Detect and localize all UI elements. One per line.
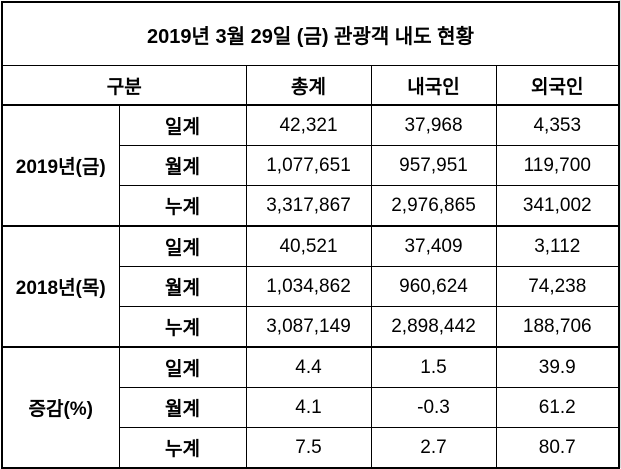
row-label: 누계 xyxy=(118,185,247,227)
value-cell: 4,353 xyxy=(495,104,620,146)
value-cell: 341,002 xyxy=(495,185,620,227)
value-cell: 188,706 xyxy=(495,306,620,348)
header-cell: 총계 xyxy=(245,65,372,106)
data-row: 증감(%) 일계 4.4 1.5 39.9 xyxy=(1,346,620,469)
row-label: 일계 xyxy=(118,225,247,267)
value-cell: 2,976,865 xyxy=(370,185,497,227)
value-cell: -0.3 xyxy=(370,387,497,428)
value-cell: 119,700 xyxy=(495,145,620,186)
value-cell: 1.5 xyxy=(370,346,497,388)
row-label: 월계 xyxy=(118,145,247,186)
data-row: 2018년(목) 일계 40,521 37,409 3,112 xyxy=(1,225,620,348)
group-label: 2018년(목) xyxy=(1,225,120,348)
header-cell: 내국인 xyxy=(370,65,497,106)
row-label: 일계 xyxy=(118,346,247,388)
row-label: 월계 xyxy=(118,266,247,307)
value-cell: 2,898,442 xyxy=(370,306,497,348)
header-row: 구분 총계 내국인 외국인 xyxy=(1,65,620,106)
header-cell: 구분 xyxy=(1,65,247,106)
value-cell: 4.1 xyxy=(245,387,372,428)
data-row: 누계 3,317,867 2,976,865 341,002 xyxy=(2,185,620,227)
data-row: 월계 1,034,862 960,624 74,238 xyxy=(2,266,620,307)
value-cell: 960,624 xyxy=(370,266,497,307)
group-label: 증감(%) xyxy=(1,346,120,469)
value-cell: 2.7 xyxy=(370,427,497,469)
title: 2019년 3월 29일 (금) 관광객 내도 현황 xyxy=(1,1,620,66)
value-cell: 37,968 xyxy=(370,104,497,146)
value-cell: 3,112 xyxy=(495,225,620,267)
value-cell: 3,317,867 xyxy=(245,185,372,227)
title-row: 2019년 3월 29일 (금) 관광객 내도 현황 xyxy=(1,1,620,66)
value-cell: 61.2 xyxy=(495,387,620,428)
value-cell: 7.5 xyxy=(245,427,372,469)
group-label: 2019년(금) xyxy=(1,104,120,227)
value-cell: 74,238 xyxy=(495,266,620,307)
value-cell: 39.9 xyxy=(495,346,620,388)
row-label: 누계 xyxy=(118,306,247,348)
row-label: 일계 xyxy=(118,104,247,146)
row-label: 누계 xyxy=(118,427,247,469)
value-cell: 4.4 xyxy=(245,346,372,388)
value-cell: 42,321 xyxy=(245,104,372,146)
data-row: 월계 1,077,651 957,951 119,700 xyxy=(2,145,620,186)
value-cell: 3,087,149 xyxy=(245,306,372,348)
value-cell: 1,034,862 xyxy=(245,266,372,307)
data-row: 2019년(금) 일계 42,321 37,968 4,353 xyxy=(1,104,620,227)
value-cell: 1,077,651 xyxy=(245,145,372,186)
value-cell: 957,951 xyxy=(370,145,497,186)
value-cell: 40,521 xyxy=(245,225,372,267)
header-cell: 외국인 xyxy=(495,65,620,106)
value-cell: 80.7 xyxy=(495,427,620,469)
data-row: 월계 4.1 -0.3 61.2 xyxy=(2,387,620,428)
value-cell: 37,409 xyxy=(370,225,497,267)
data-row: 누계 3,087,149 2,898,442 188,706 xyxy=(2,306,620,348)
row-label: 월계 xyxy=(118,387,247,428)
data-row: 누계 7.5 2.7 80.7 xyxy=(2,427,620,469)
